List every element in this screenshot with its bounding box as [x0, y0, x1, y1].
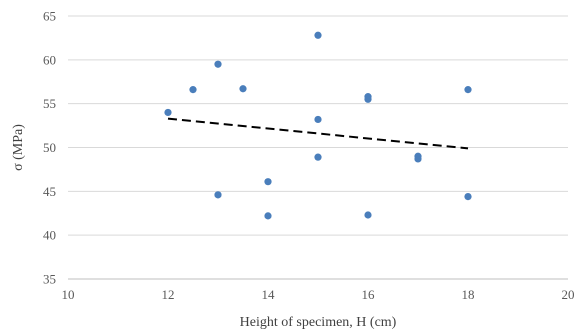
- trendline-layer: [167, 117, 469, 150]
- data-point: [314, 115, 322, 124]
- y-tick-label: 40: [43, 228, 56, 243]
- data-point: [214, 191, 222, 199]
- trendline: [167, 117, 469, 150]
- data-point: [414, 155, 422, 163]
- data-point: [189, 86, 197, 94]
- data-point: [239, 85, 247, 93]
- data-point: [314, 31, 322, 39]
- y-tick-label: 55: [43, 96, 56, 111]
- gridlines: [68, 15, 568, 236]
- data-point: [214, 60, 222, 68]
- data-point: [464, 86, 472, 94]
- data-points: [164, 31, 472, 220]
- x-tick-label: 16: [362, 287, 376, 302]
- x-tick-labels: 10 12 14 16 18 20: [62, 287, 575, 302]
- x-tick-label: 10: [62, 287, 75, 302]
- x-tick-label: 18: [462, 287, 475, 302]
- y-tick-label: 45: [43, 184, 56, 199]
- y-tick-labels: 35 40 45 50 55 60 65: [43, 9, 56, 287]
- data-point: [264, 178, 272, 186]
- y-tick-label: 35: [43, 272, 56, 287]
- data-point: [364, 95, 372, 103]
- data-point: [364, 211, 372, 219]
- data-point: [164, 108, 172, 117]
- y-axis-title: σ (MPa): [11, 124, 26, 171]
- x-tick-label: 20: [562, 287, 575, 302]
- x-axis-title: Height of specimen, H (cm): [240, 315, 397, 330]
- data-point: [464, 192, 472, 201]
- y-tick-label: 50: [43, 140, 56, 155]
- data-point: [314, 153, 322, 161]
- x-tick-label: 12: [162, 287, 175, 302]
- data-point: [264, 212, 272, 220]
- x-tick-label: 14: [262, 287, 276, 302]
- y-tick-label: 60: [43, 52, 56, 67]
- y-tick-label: 65: [43, 9, 56, 24]
